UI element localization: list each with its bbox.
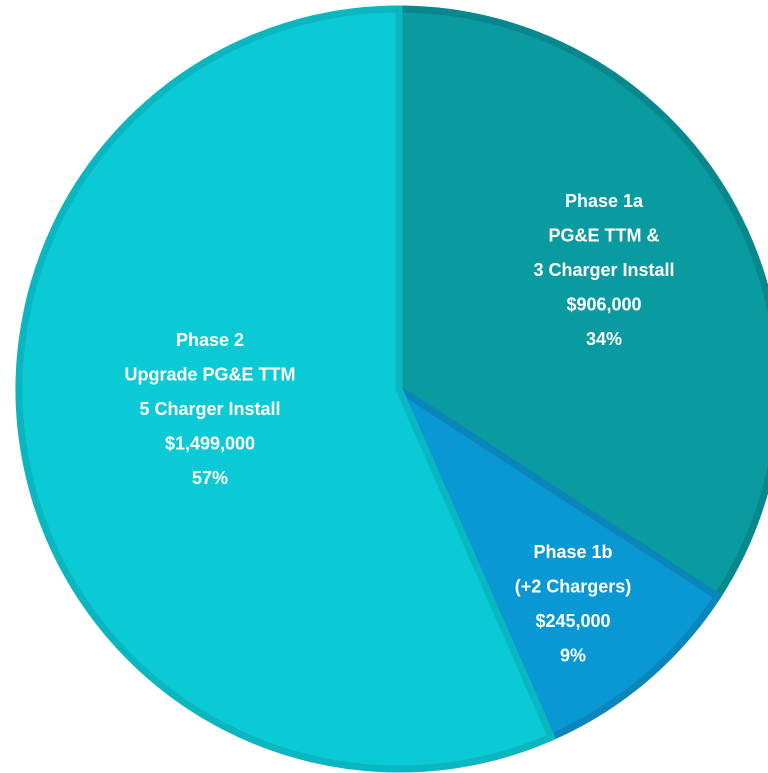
value-label: $906,000 [566, 294, 641, 314]
percent-label: 9% [560, 646, 586, 666]
category: Phase 1b [533, 542, 612, 562]
category: Phase 1a [565, 191, 644, 211]
percent-label: 57% [192, 468, 228, 488]
pie-slice [391, 379, 723, 742]
slice-description: 5 Charger Install [139, 399, 280, 419]
pie-slice [395, 5, 768, 602]
slice-description: (+2 Chargers) [515, 577, 632, 597]
value-label: $245,000 [535, 611, 610, 631]
slice-description: 3 Charger Install [533, 260, 674, 280]
category: Phase 2 [176, 330, 244, 350]
percent-label: 34% [586, 329, 622, 349]
pie-slice [15, 5, 556, 773]
slice-description: Upgrade PG&E TTM [124, 364, 295, 384]
slice-description: PG&E TTM & [549, 225, 660, 245]
value-label: $1,499,000 [165, 433, 255, 453]
